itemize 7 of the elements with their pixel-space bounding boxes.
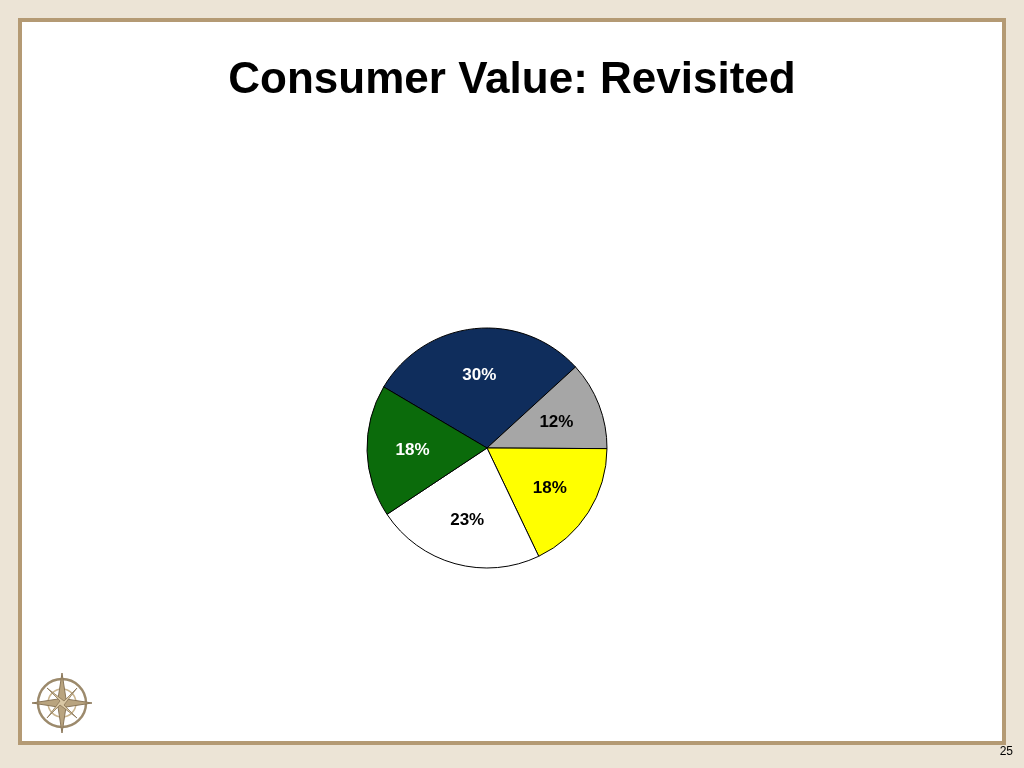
data-label: 12%	[539, 411, 574, 431]
chart-title: Consumer Value: Revisited	[228, 53, 796, 102]
data-label: 18%	[395, 440, 430, 460]
data-label: 18%	[532, 478, 567, 498]
data-label: 30%	[462, 364, 497, 384]
text: 25	[999, 744, 1014, 758]
data-label: 23%	[450, 510, 485, 530]
